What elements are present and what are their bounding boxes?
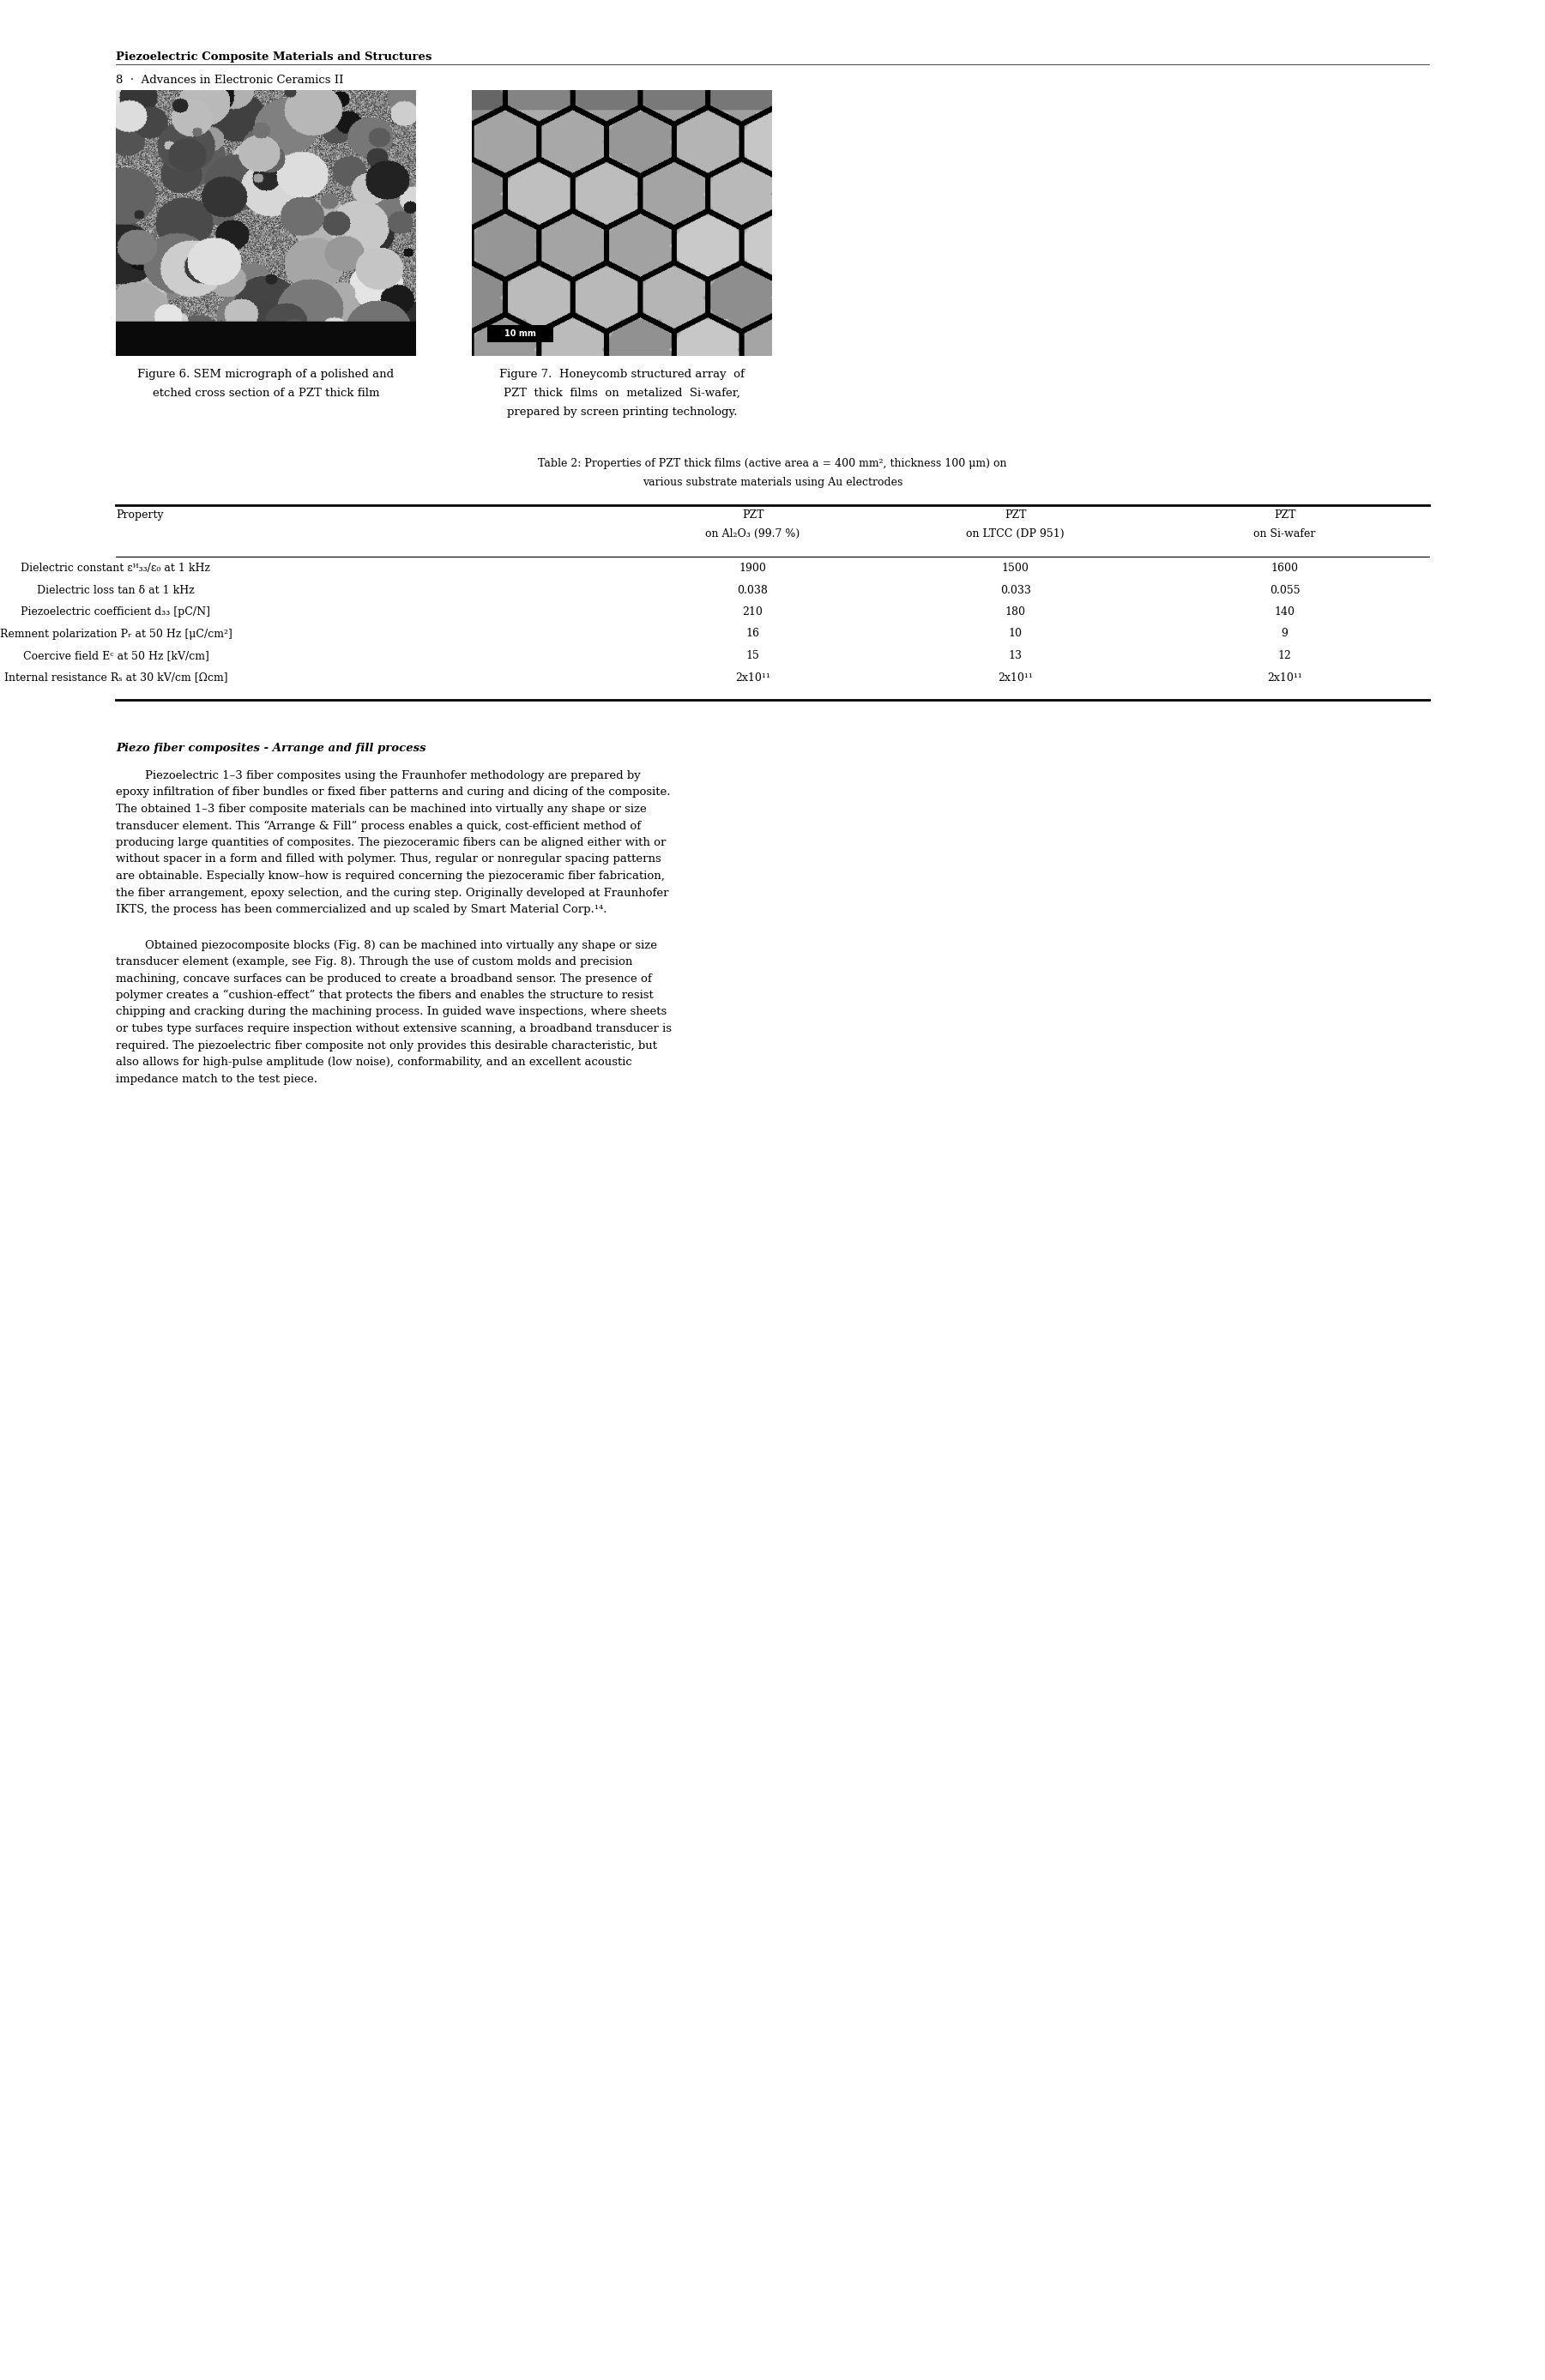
Text: 2x10¹¹: 2x10¹¹ [998,671,1034,683]
Text: 15: 15 [746,650,760,662]
Text: Piezoelectric coefficient d₃₃ [pC/N]: Piezoelectric coefficient d₃₃ [pC/N] [22,607,210,616]
Text: 10 mm: 10 mm [504,328,536,338]
Text: the fiber arrangement, epoxy selection, and the curing step. Originally develope: the fiber arrangement, epoxy selection, … [116,888,669,897]
Text: 140: 140 [1275,607,1295,616]
Text: without spacer in a form and filled with polymer. Thus, regular or nonregular sp: without spacer in a form and filled with… [116,854,661,864]
Text: also allows for high-pulse amplitude (low noise), conformability, and an excelle: also allows for high-pulse amplitude (lo… [116,1057,632,1069]
Text: are obtainable. Especially know–how is required concerning the piezoceramic fibe: are obtainable. Especially know–how is r… [116,871,664,881]
Text: PZT: PZT [742,509,763,521]
Text: on LTCC (DP 951): on LTCC (DP 951) [966,528,1065,540]
Text: Piezoelectric Composite Materials and Structures: Piezoelectric Composite Materials and St… [116,52,431,62]
Text: transducer element. This “Arrange & Fill” process enables a quick, cost-efficien: transducer element. This “Arrange & Fill… [116,821,641,831]
Text: 10: 10 [1009,628,1023,640]
Text: Table 2: Properties of PZT thick films (active area a = 400 mm², thickness 100 μ: Table 2: Properties of PZT thick films (… [538,457,1007,469]
Text: 1900: 1900 [739,562,766,574]
Text: Remnent polarization Pᵣ at 50 Hz [μC/cm²]: Remnent polarization Pᵣ at 50 Hz [μC/cm²… [0,628,232,640]
Text: Property: Property [116,509,164,521]
Text: 12: 12 [1278,650,1292,662]
Text: or tubes type surfaces require inspection without extensive scanning, a broadban: or tubes type surfaces require inspectio… [116,1023,672,1035]
Text: machining, concave surfaces can be produced to create a broadband sensor. The pr: machining, concave surfaces can be produ… [116,973,652,985]
Text: The obtained 1–3 fiber composite materials can be machined into virtually any sh: The obtained 1–3 fiber composite materia… [116,804,647,814]
Text: on Si-wafer: on Si-wafer [1253,528,1316,540]
Text: 2x10¹¹: 2x10¹¹ [735,671,771,683]
Text: Coercive field Eᶜ at 50 Hz [kV/cm]: Coercive field Eᶜ at 50 Hz [kV/cm] [23,650,209,662]
Text: prepared by screen printing technology.: prepared by screen printing technology. [507,407,737,416]
Text: required. The piezoelectric fiber composite not only provides this desirable cha: required. The piezoelectric fiber compos… [116,1040,657,1052]
Bar [487,326,553,343]
Text: transducer element (example, see Fig. 8). Through the use of custom molds and pr: transducer element (example, see Fig. 8)… [116,957,632,966]
Text: 13: 13 [1009,650,1023,662]
Text: polymer creates a “cushion-effect” that protects the fibers and enables the stru: polymer creates a “cushion-effect” that … [116,990,654,1002]
Text: 0.038: 0.038 [737,585,768,595]
Text: producing large quantities of composites. The piezoceramic fibers can be aligned: producing large quantities of composites… [116,838,666,847]
Text: Piezo fiber composites - Arrange and fill process: Piezo fiber composites - Arrange and fil… [116,743,426,754]
Text: 1500: 1500 [1001,562,1029,574]
Text: on Al₂O₃ (99.7 %): on Al₂O₃ (99.7 %) [706,528,800,540]
Text: 180: 180 [1006,607,1026,616]
Text: Internal resistance Rₛ at 30 kV/cm [Ωcm]: Internal resistance Rₛ at 30 kV/cm [Ωcm] [5,671,227,683]
Text: 210: 210 [743,607,763,616]
Text: PZT: PZT [1004,509,1026,521]
Text: chipping and cracking during the machining process. In guided wave inspections, : chipping and cracking during the machini… [116,1007,667,1019]
Text: Figure 6. SEM micrograph of a polished and: Figure 6. SEM micrograph of a polished a… [138,369,394,381]
Text: IKTS, the process has been commercialized and up scaled by Smart Material Corp.¹: IKTS, the process has been commercialize… [116,904,607,916]
Text: Figure 7.  Honeycomb structured array  of: Figure 7. Honeycomb structured array of [499,369,745,381]
Text: 16: 16 [746,628,760,640]
Text: various substrate materials using Au electrodes: various substrate materials using Au ele… [643,476,902,488]
Text: 8  ·  Advances in Electronic Ceramics II: 8 · Advances in Electronic Ceramics II [116,74,343,86]
Text: PZT  thick  films  on  metalized  Si-wafer,: PZT thick films on metalized Si-wafer, [504,388,740,400]
Text: Piezoelectric 1–3 fiber composites using the Fraunhofer methodology are prepared: Piezoelectric 1–3 fiber composites using… [116,771,641,781]
Text: 2x10¹¹: 2x10¹¹ [1267,671,1302,683]
Text: impedance match to the test piece.: impedance match to the test piece. [116,1073,317,1085]
Text: PZT: PZT [1273,509,1296,521]
Text: epoxy infiltration of fiber bundles or fixed fiber patterns and curing and dicin: epoxy infiltration of fiber bundles or f… [116,788,671,797]
Text: Obtained piezocomposite blocks (Fig. 8) can be machined into virtually any shape: Obtained piezocomposite blocks (Fig. 8) … [116,940,657,950]
Text: Dielectric loss tan δ at 1 kHz: Dielectric loss tan δ at 1 kHz [37,585,195,595]
Text: 1600: 1600 [1272,562,1298,574]
Text: 9: 9 [1281,628,1289,640]
Text: Dielectric constant εᴻ₃₃/ε₀ at 1 kHz: Dielectric constant εᴻ₃₃/ε₀ at 1 kHz [22,562,210,574]
Text: 0.055: 0.055 [1270,585,1299,595]
Text: 0.033: 0.033 [1000,585,1031,595]
Text: etched cross section of a PZT thick film: etched cross section of a PZT thick film [153,388,380,400]
